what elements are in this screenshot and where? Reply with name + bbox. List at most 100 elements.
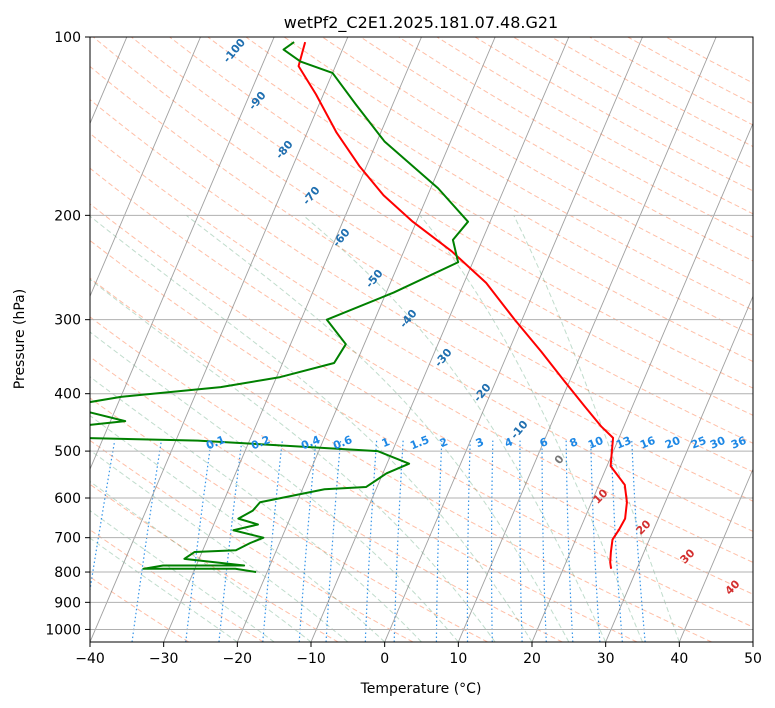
sounding-series <box>90 41 628 574</box>
mixing-ratio-label: 10 <box>586 434 605 452</box>
y-tick-label: 400 <box>54 387 81 403</box>
isotherms <box>90 37 753 642</box>
mixing-ratio-line <box>325 440 342 642</box>
mixing-ratio-line <box>298 440 317 642</box>
mixing-ratio-label: 30 <box>708 434 727 452</box>
isotherm-line <box>457 37 717 642</box>
mixing-ratio-label: 16 <box>638 434 657 452</box>
dry-adiabats <box>90 37 753 642</box>
mixing-ratio-line <box>218 440 243 642</box>
dry-adiabat-line <box>90 397 488 642</box>
y-tick-label: 300 <box>54 313 81 329</box>
isotherm-line <box>678 467 753 642</box>
dry-adiabat-line <box>90 529 264 642</box>
plot-area <box>90 37 753 642</box>
x-tick-label: 10 <box>449 651 467 667</box>
isotherm-line <box>531 122 753 642</box>
dewpoint-line <box>90 41 470 574</box>
isotherm-line <box>236 37 496 642</box>
mixing-ratio-line <box>131 440 162 642</box>
y-tick-label: 500 <box>54 444 81 460</box>
plot-frame <box>89 36 754 643</box>
y-tick-label: 900 <box>54 595 81 611</box>
mixing-ratio-line <box>490 440 494 642</box>
dry-adiabat-line <box>90 239 753 628</box>
mixing-ratio-lines <box>90 440 646 642</box>
isotherm-line <box>384 37 643 642</box>
moist-adiabat-line <box>90 215 533 642</box>
moist-adiabat-line <box>90 415 386 642</box>
isotherm-line <box>310 37 570 642</box>
dry-adiabat-line <box>90 277 712 642</box>
x-axis-label: Temperature (°C) <box>360 681 482 697</box>
dry-adiabat-line <box>131 37 753 416</box>
dry-adiabat-line <box>169 37 753 389</box>
y-tick-label: 1000 <box>45 622 81 638</box>
mixing-ratio-line <box>565 440 574 642</box>
y-tick-label: 800 <box>54 565 81 581</box>
isotherm-line <box>90 37 349 642</box>
dry-adiabat-line <box>90 203 753 595</box>
mixing-ratio-line <box>519 440 523 642</box>
isotherm-line <box>605 295 753 642</box>
y-tick-label: 200 <box>54 208 81 224</box>
x-tick-label: 30 <box>597 651 615 667</box>
temperature-line <box>297 41 628 569</box>
isotherm-line <box>90 37 275 471</box>
mixing-ratio-line <box>631 440 646 642</box>
moist-adiabat-line <box>90 376 422 642</box>
mixing-ratio-label: 13 <box>614 434 633 452</box>
moist-adiabat-line <box>419 215 643 642</box>
dry-adiabat-line <box>90 483 339 642</box>
dry-adiabat-line <box>207 37 753 363</box>
x-tick-label: −40 <box>75 651 105 667</box>
y-tick-label: 600 <box>54 491 81 507</box>
x-tick-label: 40 <box>670 651 688 667</box>
dry-adiabat-line <box>90 167 753 563</box>
dry-adiabat-line <box>90 132 753 532</box>
y-axis-label: Pressure (hPa) <box>12 289 28 389</box>
mixing-ratio-label: 36 <box>729 434 748 452</box>
x-tick-label: −30 <box>149 651 179 667</box>
moist-adiabat-line <box>90 331 459 642</box>
mixing-ratio-line <box>90 440 116 594</box>
x-tick-label: 20 <box>523 651 541 667</box>
dry-adiabat-line <box>90 98 753 502</box>
mixing-ratio-line <box>364 440 378 642</box>
mixing-ratio-line <box>185 440 212 642</box>
moist-adiabat-line <box>302 214 607 642</box>
mixing-ratio-line <box>262 440 283 642</box>
mixing-ratio-label: 3 <box>474 435 486 450</box>
x-tick-label: −10 <box>296 651 326 667</box>
y-tick-label: 100 <box>54 30 81 46</box>
x-tick-label: −20 <box>223 651 253 667</box>
mixing-ratio-line <box>466 440 471 642</box>
moist-adiabat-line <box>513 215 680 642</box>
mixing-ratio-line <box>590 440 601 642</box>
mixing-ratio-label: 1 <box>380 435 392 450</box>
mixing-ratio-line <box>541 440 547 642</box>
dry-adiabat-line <box>90 356 563 642</box>
mixing-ratio-line <box>435 440 443 642</box>
isotherm-line <box>90 37 201 298</box>
moist-adiabat-line <box>90 278 496 642</box>
mixing-ratio-label: 8 <box>568 435 580 450</box>
mixing-ratio-label: 20 <box>663 434 682 452</box>
x-axis: −40 −30 −20 −10 0 10 20 30 40 50 <box>75 642 762 667</box>
dry-adiabat-line <box>90 316 638 642</box>
isotherm-line <box>163 37 422 642</box>
mixing-ratio-label: 25 <box>689 434 708 452</box>
moist-adiabat-line <box>90 480 312 642</box>
dry-adiabat-line <box>245 37 753 337</box>
x-tick-label: 0 <box>380 651 389 667</box>
chart-title: wetPf2_C2E1.2025.181.07.48.G21 <box>284 13 558 33</box>
x-tick-label: 50 <box>744 651 762 667</box>
mixing-ratio-line <box>610 440 623 642</box>
pressure-grid <box>90 37 753 630</box>
y-tick-label: 700 <box>54 531 81 547</box>
moist-adiabat-line <box>90 537 238 642</box>
mixing-ratio-label: 2 <box>438 435 450 450</box>
y-axis: 100 200 300 400 500 600 700 800 900 1000 <box>45 30 90 638</box>
